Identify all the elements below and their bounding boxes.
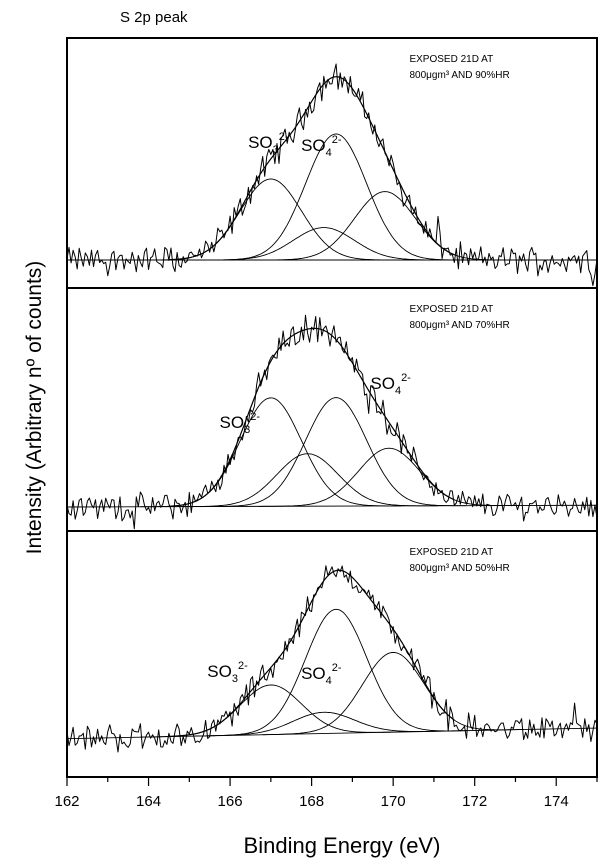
raw-spectrum [66,314,598,530]
x-tick-label: 162 [54,793,79,810]
fit-envelope [168,76,455,261]
x-tick-label: 174 [544,793,569,810]
x-axis: 162 164 166 168 170 172 174 [54,777,598,810]
panel-frame [66,287,598,532]
component-curve-1 [140,397,402,508]
panel-1: EXPOSED 21D AT 800μgm³ AND 90%HR SO32- SO42… [66,37,598,289]
component-curve-3 [205,608,467,737]
panel-3: EXPOSED 21D AT 800μgm³ AND 50%HR SO32- SO42… [66,530,598,778]
y-axis-title: Intensity (Arbitrary nº of counts) [23,261,46,555]
component-curve-2 [177,453,438,508]
condition-line-1: EXPOSED 21D AT [409,54,493,65]
species-label: SO32- [248,131,289,156]
panel-2: EXPOSED 21D AT 800μgm³ AND 70%HR SO32- SO42… [66,287,598,532]
condition-line-1: EXPOSED 21D AT [409,304,493,315]
condition-line-2: 800μgm³ AND 70%HR [409,320,509,331]
figure-title: S 2p peak [120,9,188,26]
species-label: SO42- [301,662,342,687]
x-tick-label: 166 [218,793,243,810]
condition-line-1: EXPOSED 21D AT [409,547,493,558]
x-tick-label: 170 [381,793,406,810]
condition-line-2: 800μgm³ AND 90%HR [409,70,509,81]
x-tick-label: 164 [136,793,161,810]
component-curve-3 [205,397,467,507]
component-curve-1 [140,178,402,261]
species-label: SO42- [370,372,411,397]
fit-envelope [168,327,455,507]
x-tick-label: 172 [462,793,487,810]
raw-spectrum [66,63,598,287]
panel-frame [66,530,598,778]
x-axis-title: Binding Energy (eV) [244,833,441,858]
species-label: SO32- [207,660,248,685]
x-tick-label: 168 [299,793,324,810]
species-label: SO32- [220,411,261,436]
species-label: SO42- [301,134,342,159]
component-curve-3 [205,133,467,261]
condition-line-2: 800μgm³ AND 50%HR [409,563,509,574]
raw-spectrum [66,565,598,753]
component-curve-4 [254,191,516,261]
